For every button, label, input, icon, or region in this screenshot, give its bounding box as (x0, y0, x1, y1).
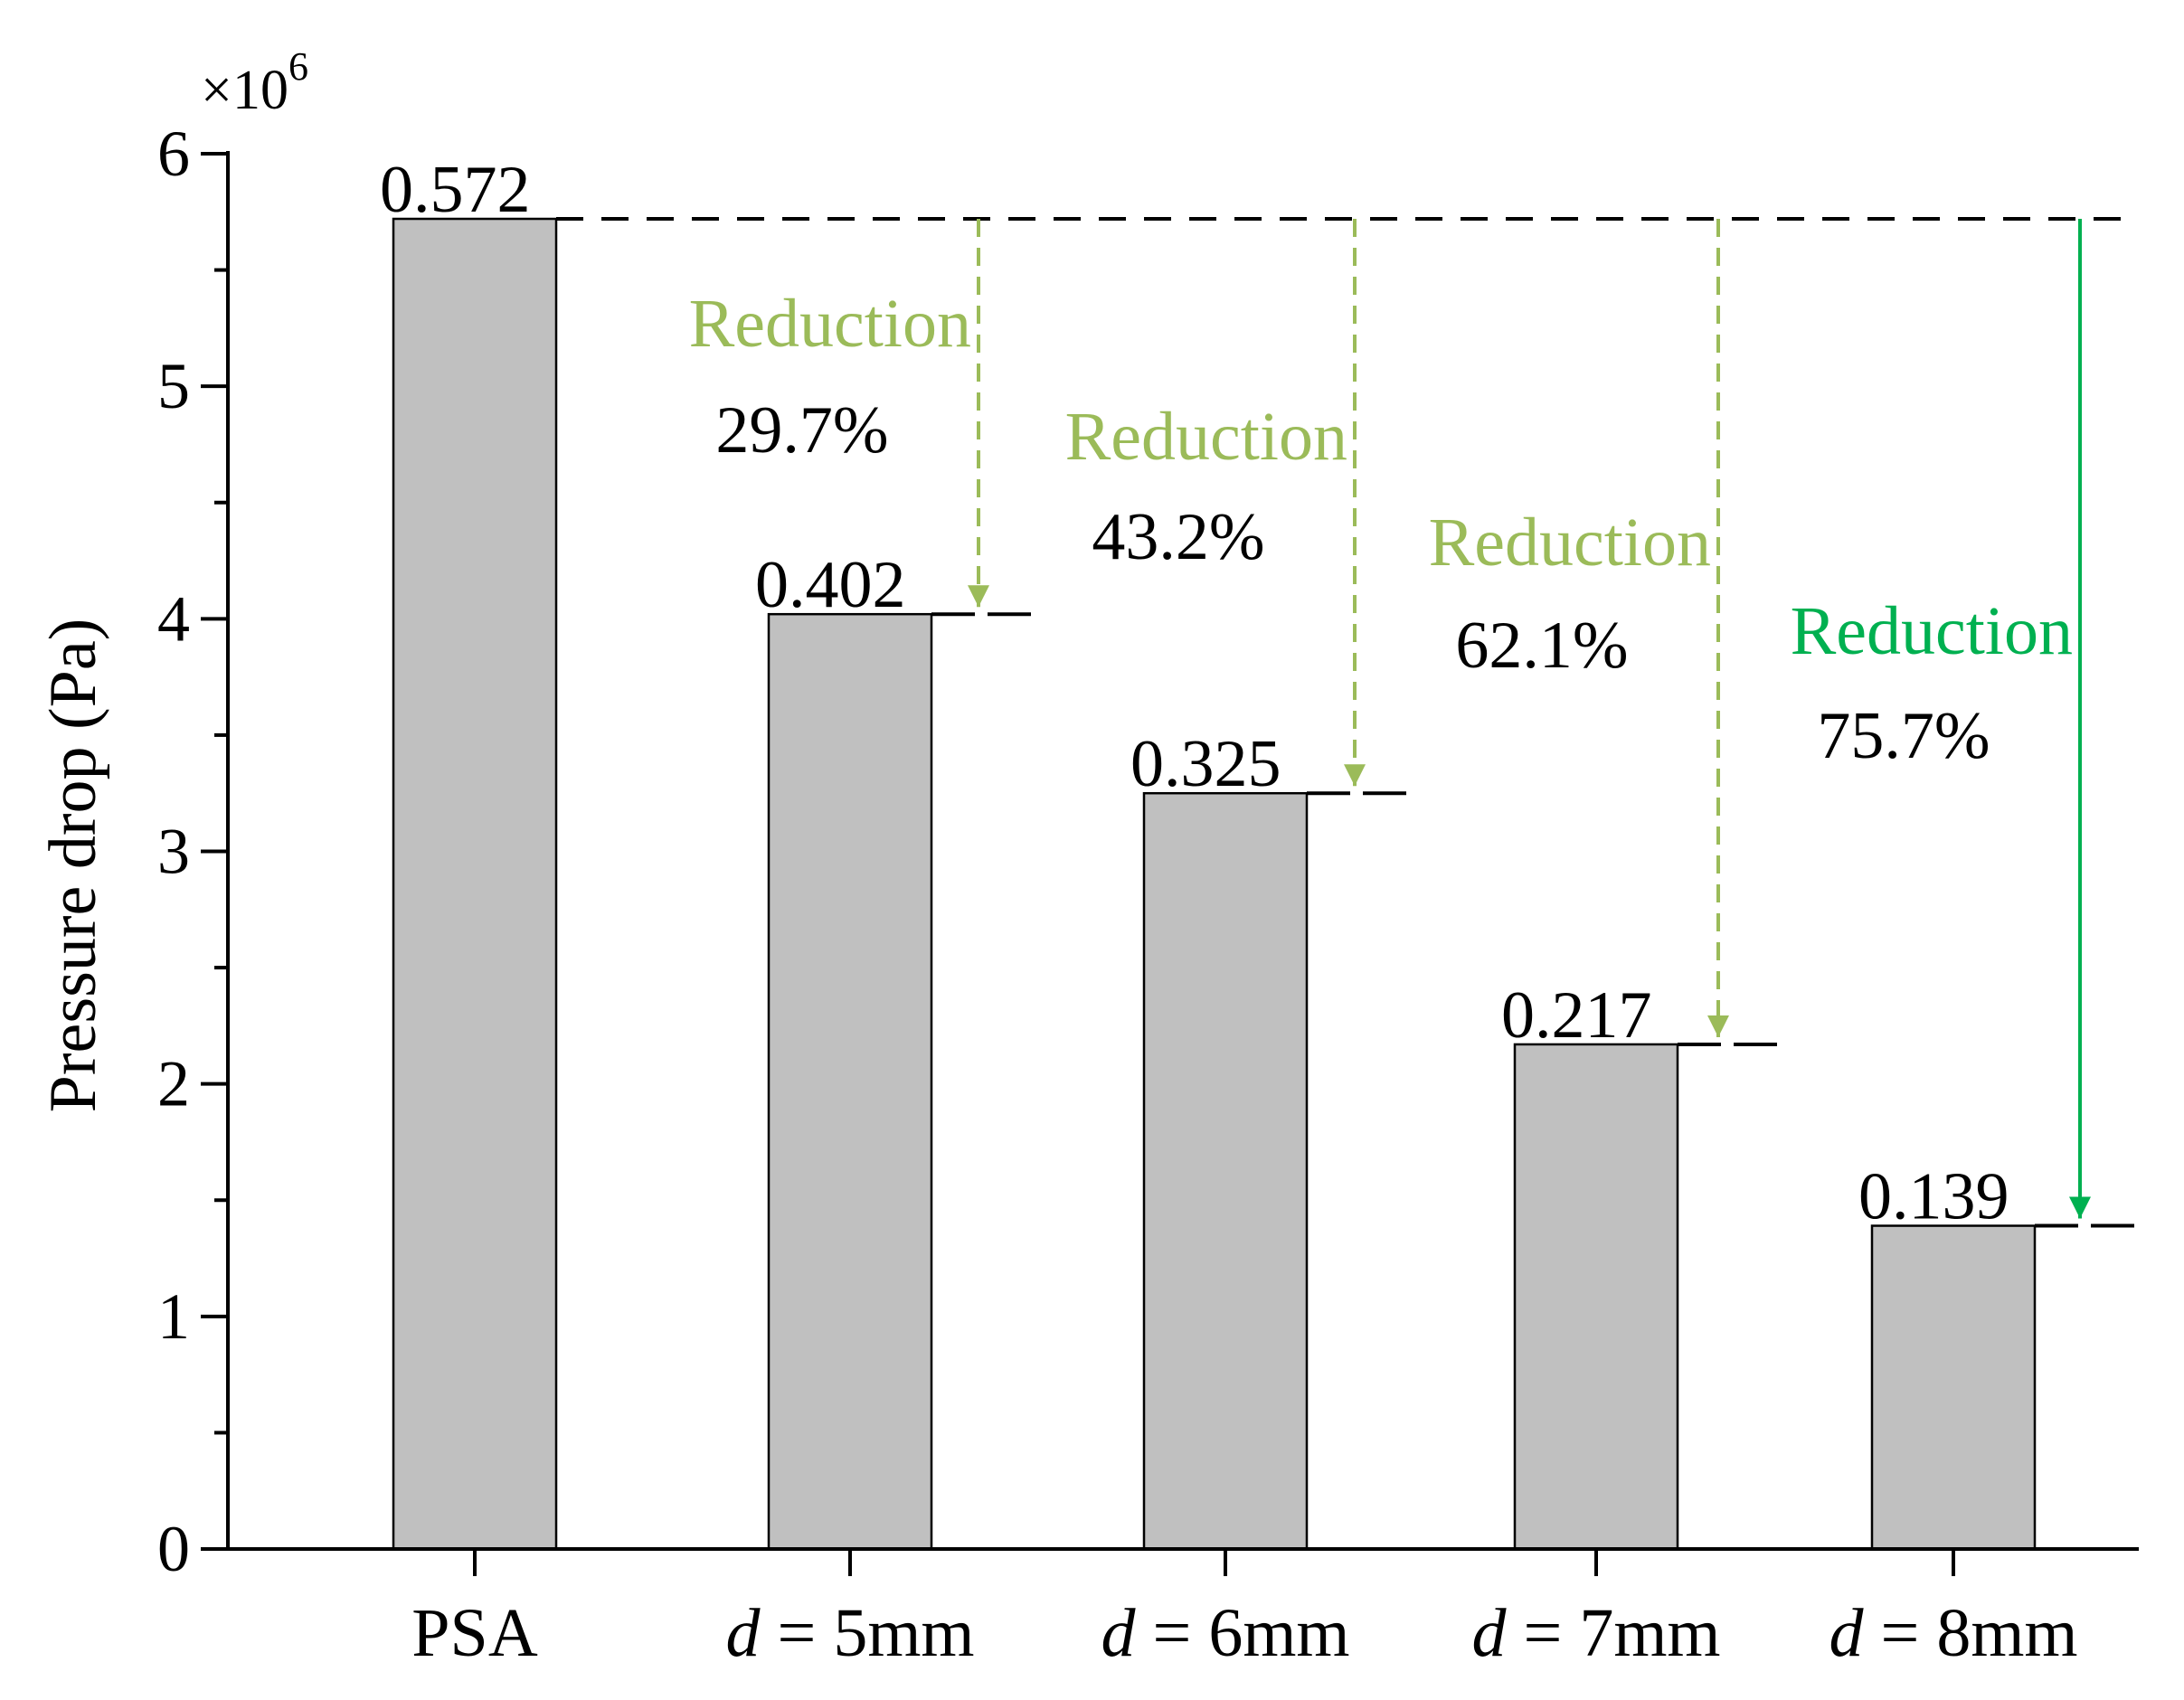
y-tick-label: 1 (157, 1280, 190, 1353)
data-label-4: 0.217 (1501, 978, 1652, 1053)
y-tick-label: 0 (157, 1513, 190, 1585)
bar-3 (1142, 791, 1309, 1551)
x-tick-label-italic: d (1829, 1595, 1864, 1671)
bar-5 (1870, 1224, 2037, 1551)
x-tick-label-text: = 6mm (1135, 1595, 1349, 1671)
y-axis-title: Pressure drop (Pa) (36, 619, 110, 1113)
x-tick-label-italic: d (725, 1595, 761, 1671)
y-tick-label: 6 (157, 118, 190, 190)
x-tick-label-text: PSA (411, 1595, 538, 1671)
reduction-word-3: Reduction (1429, 505, 1711, 581)
y-tick-label: 4 (157, 582, 190, 655)
reduction-percent-2: 43.2% (1092, 500, 1264, 574)
data-label-5: 0.139 (1858, 1160, 2009, 1234)
data-label-1: 0.572 (380, 153, 531, 227)
reduction-word-2: Reduction (1065, 399, 1347, 475)
reduction-percent-1: 29.7% (715, 393, 888, 468)
x-tick-label-1: PSA (411, 1595, 538, 1671)
y-tick-label: 5 (157, 350, 190, 422)
data-label-2: 0.402 (755, 548, 906, 622)
plot-area: 0.572 0.402 0.325 0.217 0.139 Reduction 29.7% R… (36, 44, 2139, 1671)
x-tick-label-italic: d (1101, 1595, 1136, 1671)
x-tick-label-italic: d (1471, 1595, 1507, 1671)
bar-4 (1513, 1043, 1679, 1551)
x-tick-label-text: = 8mm (1863, 1595, 2077, 1671)
reduction-percent-4: 75.7% (1817, 699, 1990, 773)
x-tick-label-4: d = 7mm (1471, 1595, 1720, 1671)
x-tick-label-5: d = 8mm (1829, 1595, 2077, 1671)
x-tick-label-3: d = 6mm (1101, 1595, 1349, 1671)
reduction-percent-3: 62.1% (1455, 609, 1628, 683)
y-tick-label: 2 (157, 1048, 190, 1120)
y-tick-label: 3 (157, 816, 190, 888)
data-label-3: 0.325 (1130, 727, 1281, 801)
x-tick-label-text: = 5mm (760, 1595, 974, 1671)
x-tick-label-text: = 7mm (1506, 1595, 1720, 1671)
multiplier-exponent: 6 (288, 44, 308, 89)
bar-1 (392, 217, 558, 1551)
multiplier-base: ×10 (201, 60, 288, 121)
reduction-word-1: Reduction (689, 286, 971, 362)
bar-2 (767, 612, 933, 1551)
x-tick-label-2: d = 5mm (725, 1595, 974, 1671)
reduction-word-4: Reduction (1791, 593, 2073, 669)
y-axis-multiplier: ×106 (201, 44, 308, 121)
